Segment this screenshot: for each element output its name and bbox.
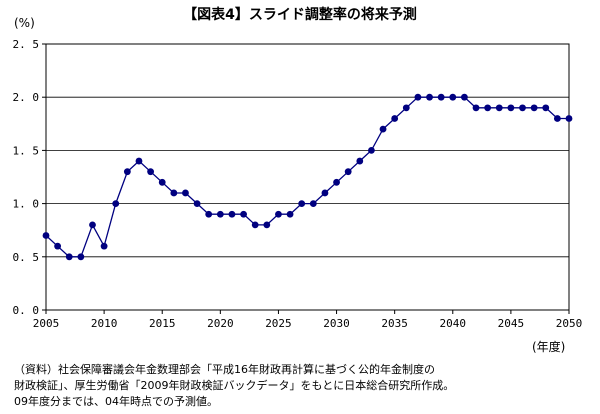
y-tick-label: 1. 5: [13, 144, 40, 157]
data-point: [112, 200, 120, 208]
data-point: [275, 210, 282, 218]
series-line: [45, 96, 569, 258]
data-point: [77, 253, 85, 261]
x-tick-labels: 2005 2010 2015 2020 2025 2030 2035 2040 2045 2050: [33, 310, 583, 330]
data-point: [182, 189, 189, 197]
x-tick-label: 2040: [440, 317, 467, 330]
data-point: [379, 125, 387, 133]
data-point: [240, 210, 247, 218]
y-tick-label: 0. 5: [13, 251, 40, 264]
line-chart: 0. 0 0. 5 1. 0 1. 5 2. 0 2. 5 2005 2010 2015 202…: [13, 38, 583, 330]
data-point: [158, 178, 166, 186]
y-tick-label: 1. 0: [13, 198, 40, 211]
note-line: 財政検証」、厚生労働省「2009年財政検証バックデータ」をもとに日本総合研究所作…: [14, 379, 455, 392]
x-axis-unit-label: (年度): [532, 340, 566, 354]
y-tick-label: 0. 0: [13, 304, 40, 317]
data-point: [251, 221, 259, 229]
data-point: [565, 115, 573, 122]
data-point: [263, 221, 271, 229]
data-points: [42, 93, 573, 261]
data-point: [484, 104, 492, 112]
data-point: [344, 168, 352, 176]
data-point: [553, 115, 561, 122]
data-point: [216, 210, 224, 218]
data-point: [519, 104, 526, 112]
data-point: [309, 200, 317, 208]
data-point: [437, 93, 445, 101]
data-point: [333, 178, 340, 186]
gridlines: [46, 96, 569, 258]
data-point: [461, 93, 468, 101]
data-point: [286, 210, 294, 218]
note-line: 09年度分までは、04年時点での予測値。: [14, 395, 218, 408]
data-point: [228, 210, 236, 218]
y-tick-label: 2. 5: [13, 38, 40, 51]
data-point: [368, 147, 375, 154]
chart-title: 【図表4】スライド調整率の将来予測: [183, 7, 417, 23]
data-point: [356, 157, 364, 165]
data-point: [426, 93, 433, 101]
data-point: [414, 93, 422, 101]
x-tick-label: 2035: [381, 317, 408, 330]
x-tick-label: 2030: [323, 317, 350, 330]
data-point: [205, 210, 213, 218]
data-point: [321, 189, 329, 197]
data-point: [298, 200, 306, 208]
y-tick-label: 2. 0: [13, 91, 40, 104]
data-point: [123, 168, 131, 176]
data-point: [135, 157, 143, 165]
x-tick-label: 2025: [265, 317, 292, 330]
data-point: [193, 200, 201, 208]
data-point: [100, 242, 108, 250]
data-point: [507, 104, 515, 112]
data-point: [42, 232, 50, 239]
data-point: [495, 104, 503, 112]
x-tick-label: 2005: [33, 317, 60, 330]
data-point: [402, 104, 410, 112]
data-point: [147, 168, 155, 176]
x-tick-label: 2010: [91, 317, 118, 330]
x-tick-label: 2020: [207, 317, 234, 330]
note-line: （資料）社会保障審議会年金数理部会「平成16年財政再計算に基づく公的年金制度の: [14, 363, 435, 376]
data-point: [530, 104, 538, 112]
data-point: [449, 93, 457, 101]
y-tick-labels: 0. 0 0. 5 1. 0 1. 5 2. 0 2. 5: [13, 38, 46, 317]
x-tick-label: 2050: [556, 317, 583, 330]
data-point: [170, 189, 178, 197]
data-point: [89, 221, 96, 229]
x-tick-label: 2015: [149, 317, 176, 330]
y-axis-unit-label: (%): [14, 16, 35, 30]
data-point: [542, 104, 550, 112]
plot-area-frame: [45, 43, 570, 311]
source-notes: （資料）社会保障審議会年金数理部会「平成16年財政再計算に基づく公的年金制度の …: [14, 362, 594, 410]
data-point: [391, 115, 399, 122]
data-point: [65, 253, 73, 261]
data-point: [54, 242, 62, 250]
x-tick-label: 2045: [498, 317, 525, 330]
data-point: [472, 104, 480, 112]
